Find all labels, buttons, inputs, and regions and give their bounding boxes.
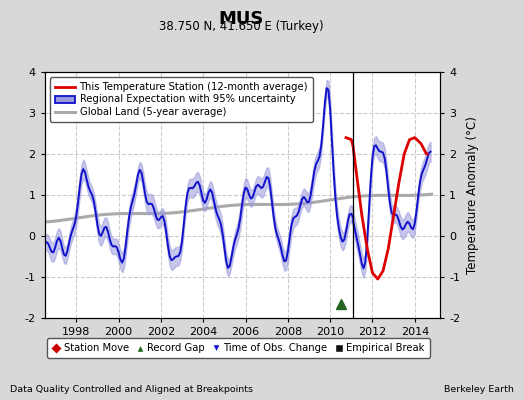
Text: 38.750 N, 41.650 E (Turkey): 38.750 N, 41.650 E (Turkey) [159,20,323,33]
Text: Berkeley Earth: Berkeley Earth [444,385,514,394]
Legend: This Temperature Station (12-month average), Regional Expectation with 95% uncer: This Temperature Station (12-month avera… [50,77,313,122]
Legend: Station Move, Record Gap, Time of Obs. Change, Empirical Break: Station Move, Record Gap, Time of Obs. C… [47,338,430,358]
Y-axis label: Temperature Anomaly (°C): Temperature Anomaly (°C) [466,116,479,274]
Text: MUS: MUS [219,10,264,28]
Text: Data Quality Controlled and Aligned at Breakpoints: Data Quality Controlled and Aligned at B… [10,385,254,394]
